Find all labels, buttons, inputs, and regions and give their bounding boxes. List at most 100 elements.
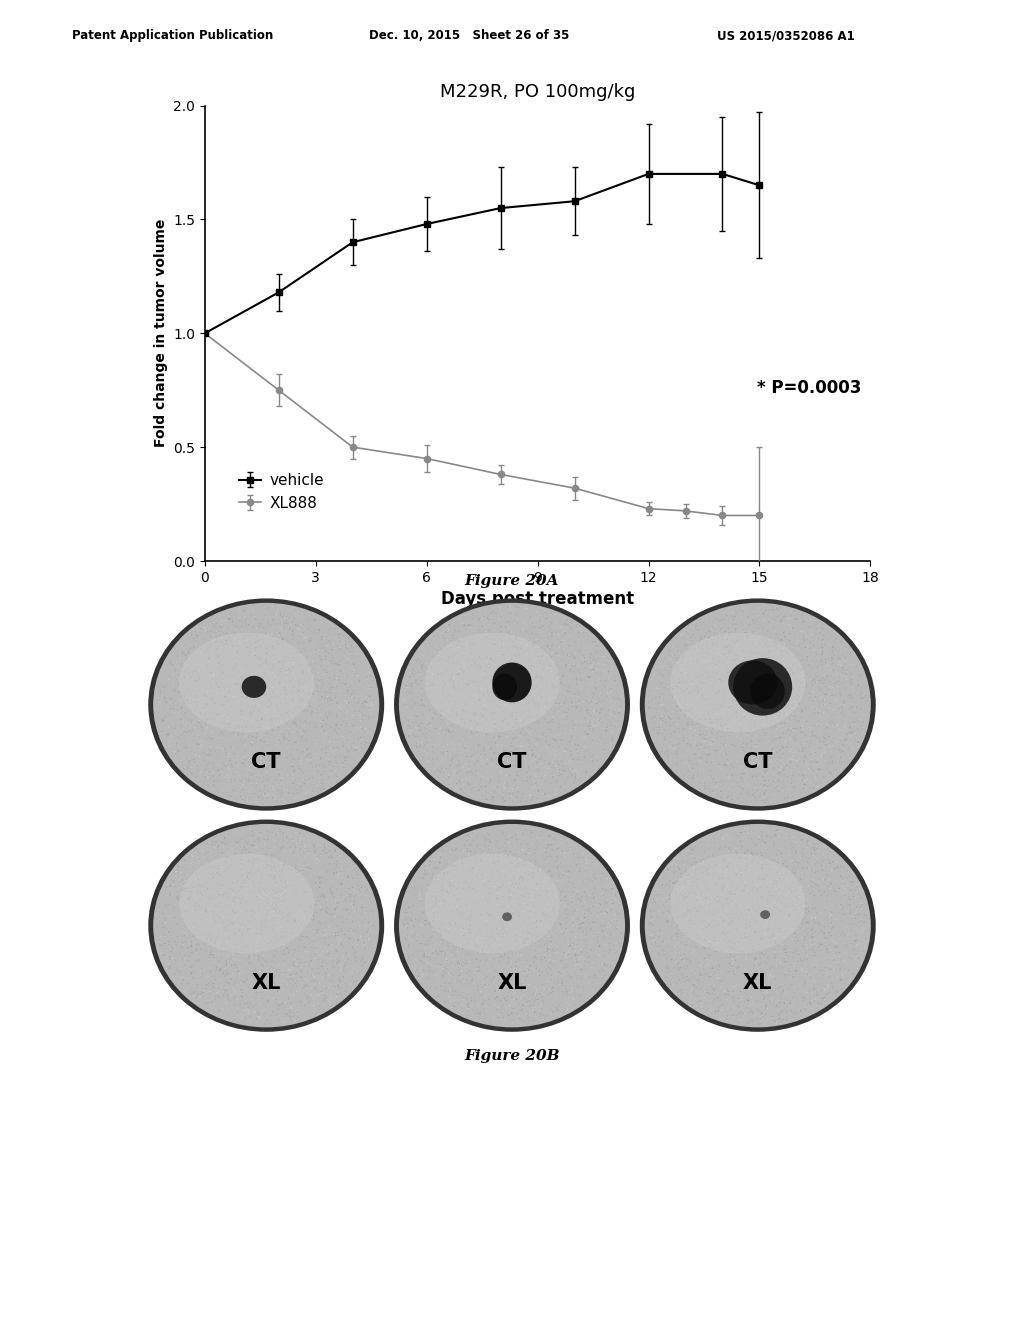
Point (674, 696, 690, 717)
Point (177, 878, 194, 899)
Point (425, 865, 441, 886)
Point (455, 634, 471, 655)
Point (500, 882, 516, 903)
Point (542, 615, 558, 636)
Point (286, 694, 302, 715)
Point (350, 706, 367, 727)
Point (680, 969, 696, 990)
Point (246, 739, 262, 760)
Point (711, 643, 727, 664)
Point (773, 755, 790, 776)
Point (676, 888, 692, 909)
Point (303, 912, 319, 933)
Point (563, 886, 580, 907)
Point (215, 669, 231, 690)
Point (766, 701, 782, 722)
Point (255, 975, 271, 997)
Point (726, 946, 742, 968)
Point (284, 965, 300, 986)
Point (572, 983, 589, 1005)
Point (167, 958, 183, 979)
Point (332, 972, 348, 993)
Point (416, 655, 432, 676)
Point (428, 924, 444, 945)
Point (813, 708, 829, 729)
Point (520, 737, 537, 758)
Point (174, 948, 190, 969)
Point (293, 916, 309, 937)
Point (154, 721, 170, 742)
Point (736, 643, 753, 664)
Point (740, 896, 757, 917)
Point (453, 713, 469, 734)
Point (845, 680, 861, 701)
Point (804, 715, 820, 737)
Point (513, 733, 529, 754)
Point (271, 620, 288, 642)
Point (459, 762, 475, 783)
Point (756, 603, 772, 624)
Point (775, 886, 792, 907)
Point (240, 898, 256, 919)
Point (489, 734, 506, 755)
Point (511, 776, 527, 797)
Point (780, 928, 797, 949)
Point (412, 940, 428, 961)
Point (189, 651, 206, 672)
Point (286, 904, 302, 925)
Point (309, 972, 326, 993)
Point (557, 685, 573, 706)
Point (453, 906, 469, 927)
Point (481, 878, 498, 899)
Point (318, 993, 335, 1014)
Point (556, 895, 572, 916)
Point (234, 611, 251, 632)
Point (710, 854, 726, 875)
Point (540, 961, 556, 982)
Point (295, 928, 311, 949)
Point (666, 878, 682, 899)
Point (440, 890, 457, 911)
Point (250, 1007, 266, 1028)
Point (827, 895, 844, 916)
Point (292, 635, 308, 656)
Point (490, 851, 507, 873)
Point (698, 913, 715, 935)
Point (772, 977, 788, 998)
Point (479, 698, 496, 719)
Point (684, 713, 700, 734)
Point (281, 907, 297, 928)
Point (589, 917, 605, 939)
Point (273, 618, 290, 639)
Point (526, 990, 543, 1011)
Point (265, 715, 282, 737)
Point (274, 908, 291, 929)
Point (267, 942, 284, 964)
Point (303, 953, 319, 974)
Point (779, 643, 796, 664)
Point (477, 671, 494, 692)
Point (519, 664, 536, 685)
Point (276, 791, 293, 812)
Point (738, 927, 755, 948)
Point (365, 694, 381, 715)
Point (258, 762, 274, 783)
Point (203, 667, 219, 688)
Point (844, 742, 860, 763)
Point (583, 660, 599, 681)
Point (754, 857, 770, 878)
Point (772, 927, 788, 948)
Point (776, 776, 793, 797)
Point (680, 714, 696, 735)
Point (345, 867, 361, 888)
Point (185, 660, 202, 681)
Point (364, 906, 380, 927)
Point (345, 715, 361, 737)
Point (757, 832, 773, 853)
Point (455, 987, 471, 1008)
Point (284, 664, 300, 685)
Point (455, 953, 471, 974)
Point (346, 866, 362, 887)
Point (705, 750, 721, 771)
Point (589, 950, 605, 972)
